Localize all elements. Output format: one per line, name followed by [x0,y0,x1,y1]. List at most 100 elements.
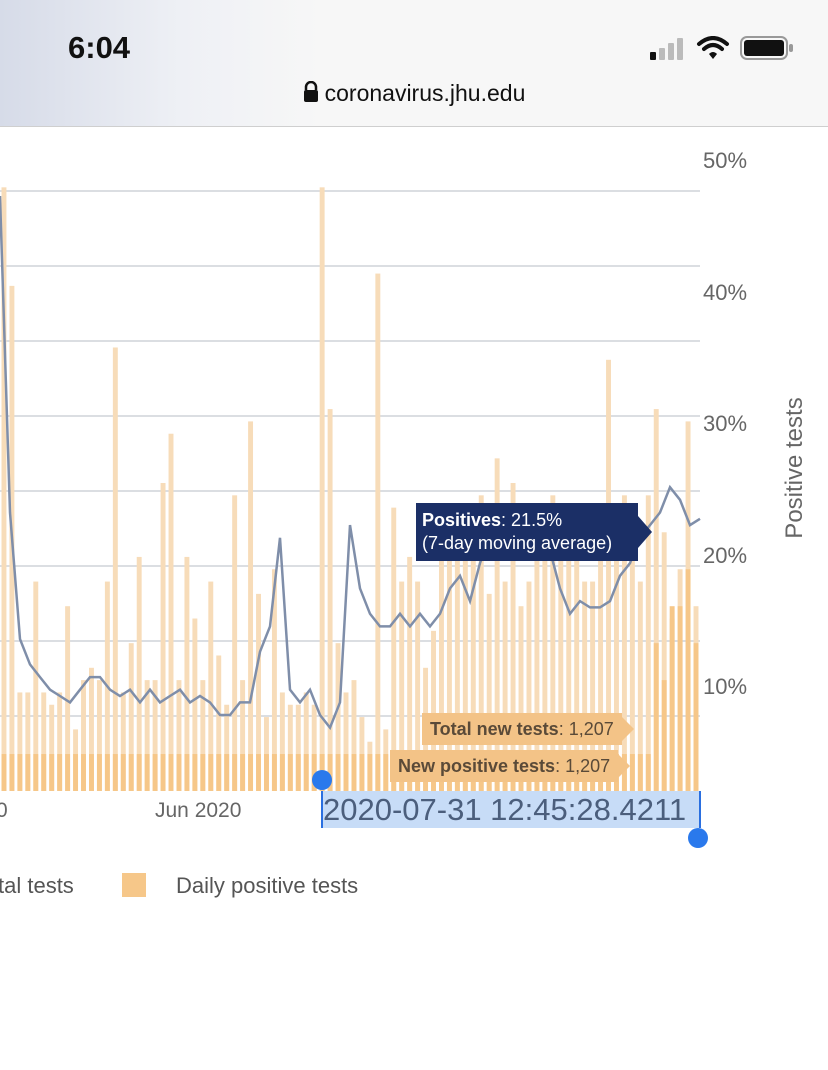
positive-tests-bar [256,754,261,791]
positive-tests-bar [9,754,15,791]
selection-end-handle[interactable] [688,828,708,848]
legend-positive-swatch[interactable] [122,873,146,897]
positive-tests-bar [271,754,277,791]
legend: tal tests Daily positive tests [0,873,828,903]
positive-tests-bar [144,754,150,791]
positive-tests-bar [224,754,230,791]
total-tests-bar [621,495,627,791]
total-tests-bar [614,532,619,791]
total-tests-bar [17,692,23,791]
signal-icon [650,38,683,60]
total-tests-bar [526,581,532,791]
total-tests-bar [375,273,381,791]
positive-tests-bar [367,754,373,791]
total-tests-bar [176,680,182,791]
positive-tests-bar [57,754,63,791]
total-tests-bar [224,704,230,791]
positive-tests-bar [168,754,174,791]
total-tests-bar [431,630,436,791]
y-tick-label: 40% [703,280,747,305]
positive-tests-bar [96,754,102,791]
total-tests-bar [606,359,611,791]
legend-item-total-tests[interactable]: tal tests [0,873,74,898]
positive-tests-bar [17,754,23,791]
positives-tooltip: Positives: 21.5% (7-day moving average) [416,503,652,561]
total-tests-tooltip: Total new tests: 1,207 [422,713,634,745]
total-tests-bar [327,409,333,791]
status-bar: 6:04 coronavirus.jhu.edu [0,0,828,127]
total-tests-bar [208,581,214,791]
y-tick-label: 20% [703,543,747,568]
total-tests-bar [295,704,301,791]
total-tests-bar [256,593,261,791]
total-tests-bar [399,581,405,791]
positive-tests-bar [136,754,142,791]
total-tests-bar [152,680,158,791]
total-tests-bar [311,704,317,791]
legend-item-positive-tests[interactable]: Daily positive tests [176,873,359,898]
total-tests-bar [407,556,413,791]
total-tests-bar [89,667,94,791]
total-tests-bar [248,421,254,791]
total-tests-bar [303,692,309,791]
positive-tests-bar [264,754,269,791]
total-tests-bar [494,458,500,791]
positive-tests-bar [81,754,86,791]
positive-tests-bar [359,754,365,791]
total-tests-bar [637,581,643,791]
positive-tests-bar [279,754,285,791]
total-tests-bar [518,606,524,791]
text-selection[interactable]: 2020-07-31 12:45:28.4211 [321,791,701,828]
total-tests-bar [661,532,667,791]
total-tests-bar [653,409,659,791]
positive-tests-bar [89,754,94,791]
url-text: coronavirus.jhu.edu [324,80,526,106]
address-bar[interactable]: coronavirus.jhu.edu [0,80,828,107]
total-tests-bar [144,680,150,791]
positive-tests-bar [208,754,214,791]
positives-label: Positives [422,510,502,530]
total-tests-bar [335,643,341,791]
total-tests-bar [534,544,540,791]
total-tests-bar [216,655,222,791]
total-tests-bar [502,581,508,791]
clock: 6:04 [68,30,131,65]
new-value: : 1,207 [555,756,611,776]
positive-tests-bar [287,754,293,791]
positives-value: : 21.5% [501,510,563,530]
selection-start-handle[interactable] [312,770,332,790]
positive-tests-bar [176,754,182,791]
y-axis-label: Positive tests [781,397,808,538]
total-tests-bar [192,618,198,791]
total-tests-bar [415,581,421,791]
total-tests-bar [279,692,285,791]
total-tests-bar [319,187,325,791]
total-tests-bar [598,544,604,791]
total-tests-bar [41,692,47,791]
positive-tests-bar [248,754,254,791]
total-tests-bar [391,507,397,791]
total-tests-bar [582,581,588,791]
total-tests-bar [57,692,63,791]
total-tests-bar [136,556,142,791]
positive-tests-bar [25,754,31,791]
total-tests-bar [470,544,476,791]
total-tests-bar [120,692,126,791]
positive-tests-bar [653,643,659,791]
total-tests-bar [478,495,484,791]
positive-tests-bar [112,754,118,791]
total-tests-bar [343,692,349,791]
total-label: Total new tests [430,719,559,739]
total-tests-bar [232,495,238,791]
total-tests-bar [454,556,460,791]
total-tests-bar [566,544,572,791]
total-tests-bar [439,556,444,791]
positive-tests-bar [335,754,341,791]
total-tests-bar [96,680,102,791]
positive-tests-bar [104,754,110,791]
new-positive-tooltip: New positive tests: 1,207 [390,750,631,782]
total-tests-bar [168,433,174,791]
positive-tests-bar [41,754,47,791]
total-tests-bar [558,556,564,791]
